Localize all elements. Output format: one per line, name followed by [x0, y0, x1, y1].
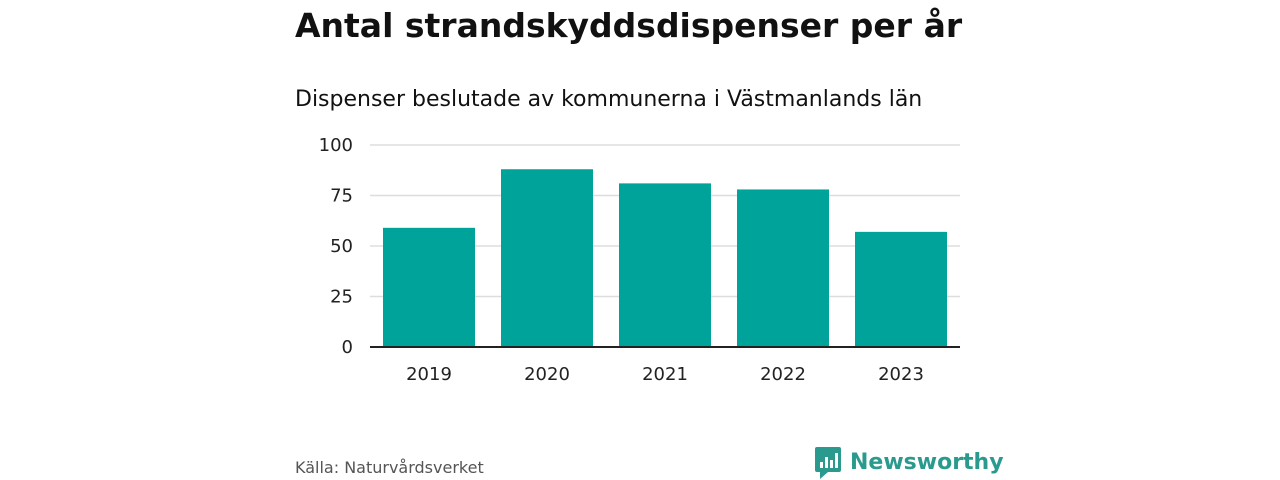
- brand-mark: Newsworthy: [814, 446, 1004, 480]
- x-tick-label: 2021: [642, 364, 688, 385]
- bar-2023: [855, 231, 947, 347]
- y-tick-label: 0: [342, 337, 353, 358]
- x-tick-label: 2022: [760, 364, 806, 385]
- newsworthy-logo-icon: [815, 447, 841, 479]
- brand-name: Newsworthy: [850, 450, 1004, 475]
- bar-2022: [737, 189, 829, 347]
- y-axis-ticks: 0 25 50 75 100: [319, 135, 353, 358]
- x-tick-label: 2023: [878, 364, 924, 385]
- y-tick-label: 25: [330, 287, 353, 308]
- bar-2021: [619, 183, 711, 347]
- source-note: Källa: Naturvårdsverket: [295, 458, 484, 477]
- chart-title: Antal strandskyddsdispenser per år: [295, 6, 963, 45]
- x-axis-ticks: 2019 2020 2021 2022 2023: [406, 364, 924, 385]
- y-tick-label: 100: [319, 135, 353, 156]
- chart-subtitle: Dispenser beslutade av kommunerna i Väst…: [295, 87, 923, 112]
- x-tick-label: 2020: [524, 364, 570, 385]
- bar-2020: [501, 169, 593, 347]
- y-tick-label: 50: [330, 236, 353, 257]
- y-tick-label: 75: [330, 186, 353, 207]
- bars: [383, 169, 947, 347]
- bar-2019: [383, 227, 475, 347]
- x-tick-label: 2019: [406, 364, 452, 385]
